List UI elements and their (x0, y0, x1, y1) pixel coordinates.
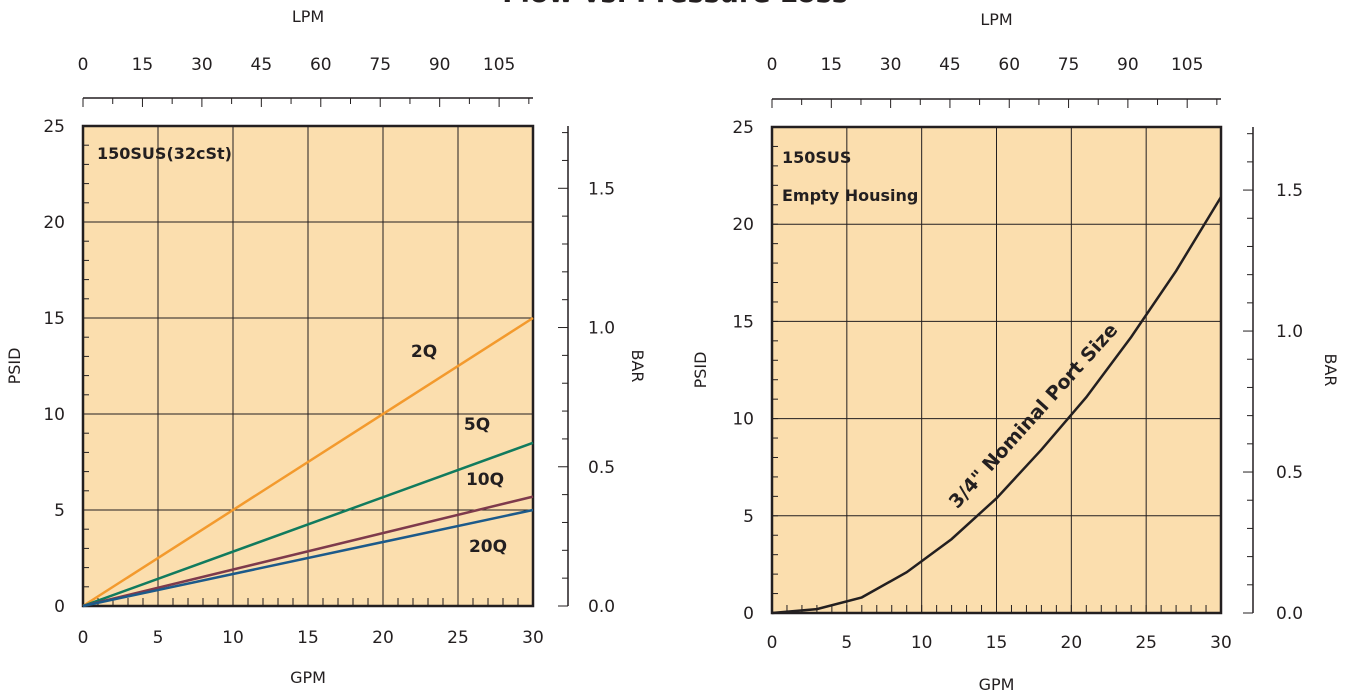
x-axis-title: GPM (290, 668, 326, 687)
lpm-tick-label: 105 (483, 55, 515, 75)
bar-tick-label: 0.0 (588, 597, 615, 617)
lpm-tick-label: 75 (1058, 55, 1080, 75)
y-tick-label: 5 (54, 501, 65, 521)
lpm-tick-label: 0 (78, 55, 89, 75)
y-tick-label: 5 (743, 507, 754, 527)
series-line-2q (82, 316, 534, 608)
lpm-axis-title: LPM (980, 10, 1012, 29)
chart-flow-vs-element: 0 5 10 15 20 25 30 0 5 10 15 20 25 GPM PSID 0 15 30 45 60 75… (5, 7, 647, 687)
x-tick-label: 0 (767, 633, 778, 653)
y-tick-label: 10 (732, 410, 754, 430)
lpm-tick-label: 30 (191, 55, 213, 75)
plot-annotation: Empty Housing (782, 186, 918, 205)
lpm-axis-title: LPM (292, 7, 324, 26)
lpm-tick-label: 30 (880, 55, 902, 75)
bar-tick-label: 1.0 (588, 319, 615, 339)
lpm-tick-label: 60 (998, 55, 1020, 75)
bar-tick-label: 0.5 (1276, 463, 1303, 483)
x-tick-label: 30 (1210, 633, 1232, 653)
y-tick-label: 0 (54, 597, 65, 617)
lpm-tick-label: 75 (369, 55, 391, 75)
bar-axis-title: BAR (1321, 353, 1340, 386)
lpm-tick-label: 45 (251, 55, 273, 75)
y-tick-label: 20 (732, 215, 754, 235)
y-tick-label: 0 (743, 604, 754, 624)
bar-tick-label: 1.5 (1276, 181, 1303, 201)
lpm-tick-label: 15 (132, 55, 154, 75)
bar-tick-label: 1.0 (1276, 322, 1303, 342)
lpm-tick-label: 15 (820, 55, 842, 75)
lpm-tick-label: 45 (939, 55, 961, 75)
x-tick-label: 15 (986, 633, 1008, 653)
chart-title: Flow vs. Pressure Loss (502, 0, 848, 9)
x-tick-label: 5 (153, 628, 164, 648)
series-label: 2Q (411, 342, 437, 362)
x-tick-label: 10 (222, 628, 244, 648)
bar-tick-label: 1.5 (588, 179, 615, 199)
x-tick-label: 20 (1061, 633, 1083, 653)
plot-annotation: 150SUS (782, 148, 851, 167)
bar-tick-label: 0.5 (588, 458, 615, 478)
series-label: 20Q (469, 537, 507, 557)
series-line-20q (82, 508, 534, 608)
plot-frame (81, 124, 535, 608)
series-line-10q (82, 495, 534, 608)
lpm-tick-label: 105 (1171, 55, 1203, 75)
x-tick-label: 25 (1135, 633, 1157, 653)
plot-frame (770, 125, 1223, 615)
y-tick-label: 20 (43, 213, 65, 233)
series-label: 5Q (464, 415, 490, 435)
x-tick-label: 5 (841, 633, 852, 653)
x-axis-title: GPM (979, 675, 1015, 694)
y-tick-label: 25 (43, 117, 65, 137)
series-label: 10Q (466, 470, 504, 490)
y-tick-label: 25 (732, 118, 754, 138)
series-line-5q (82, 441, 534, 608)
series-line-3-4-nominal-port-size (771, 196, 1223, 615)
lpm-tick-label: 60 (310, 55, 332, 75)
x-tick-label: 0 (78, 628, 89, 648)
y-tick-label: 15 (43, 309, 65, 329)
x-tick-label: 20 (372, 628, 394, 648)
lpm-tick-label: 90 (1117, 55, 1139, 75)
y-tick-label: 15 (732, 312, 754, 332)
y-tick-label: 10 (43, 405, 65, 425)
x-tick-label: 10 (911, 633, 933, 653)
y-axis-title: PSID (691, 352, 710, 389)
bar-tick-label: 0.0 (1276, 604, 1303, 624)
lpm-tick-label: 90 (429, 55, 451, 75)
plot-annotation: 150SUS(32cSt) (97, 144, 232, 163)
x-tick-label: 30 (522, 628, 544, 648)
x-tick-label: 25 (447, 628, 469, 648)
x-tick-label: 15 (297, 628, 319, 648)
chart-flow-vs-housing: 0 5 10 15 20 25 30 0 5 10 15 20 25 GPM PSID 0 15 30 45 60 75… (691, 10, 1340, 694)
bar-axis-title: BAR (628, 349, 647, 382)
lpm-tick-label: 0 (767, 55, 778, 75)
y-axis-title: PSID (5, 348, 24, 385)
